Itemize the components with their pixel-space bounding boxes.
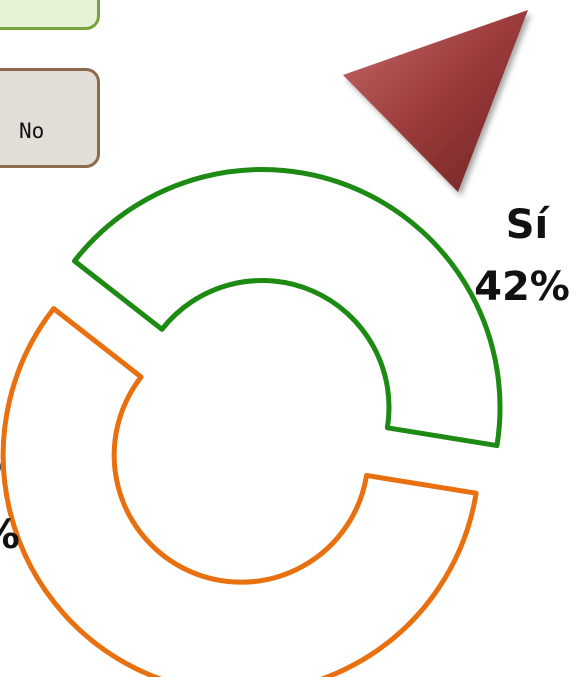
legend-item-no: No	[0, 68, 100, 168]
slice-value-si: 42%	[474, 264, 570, 310]
slice-label-no: No	[0, 442, 2, 488]
slice-label-si: Sí	[506, 202, 551, 248]
slice-value-no: 58%	[0, 512, 20, 558]
triangle-marker-icon	[343, 10, 528, 192]
slice-no	[0, 306, 479, 677]
legend-item-si	[0, 0, 100, 30]
slice-si	[71, 167, 503, 449]
legend-label-no: No	[19, 119, 45, 143]
